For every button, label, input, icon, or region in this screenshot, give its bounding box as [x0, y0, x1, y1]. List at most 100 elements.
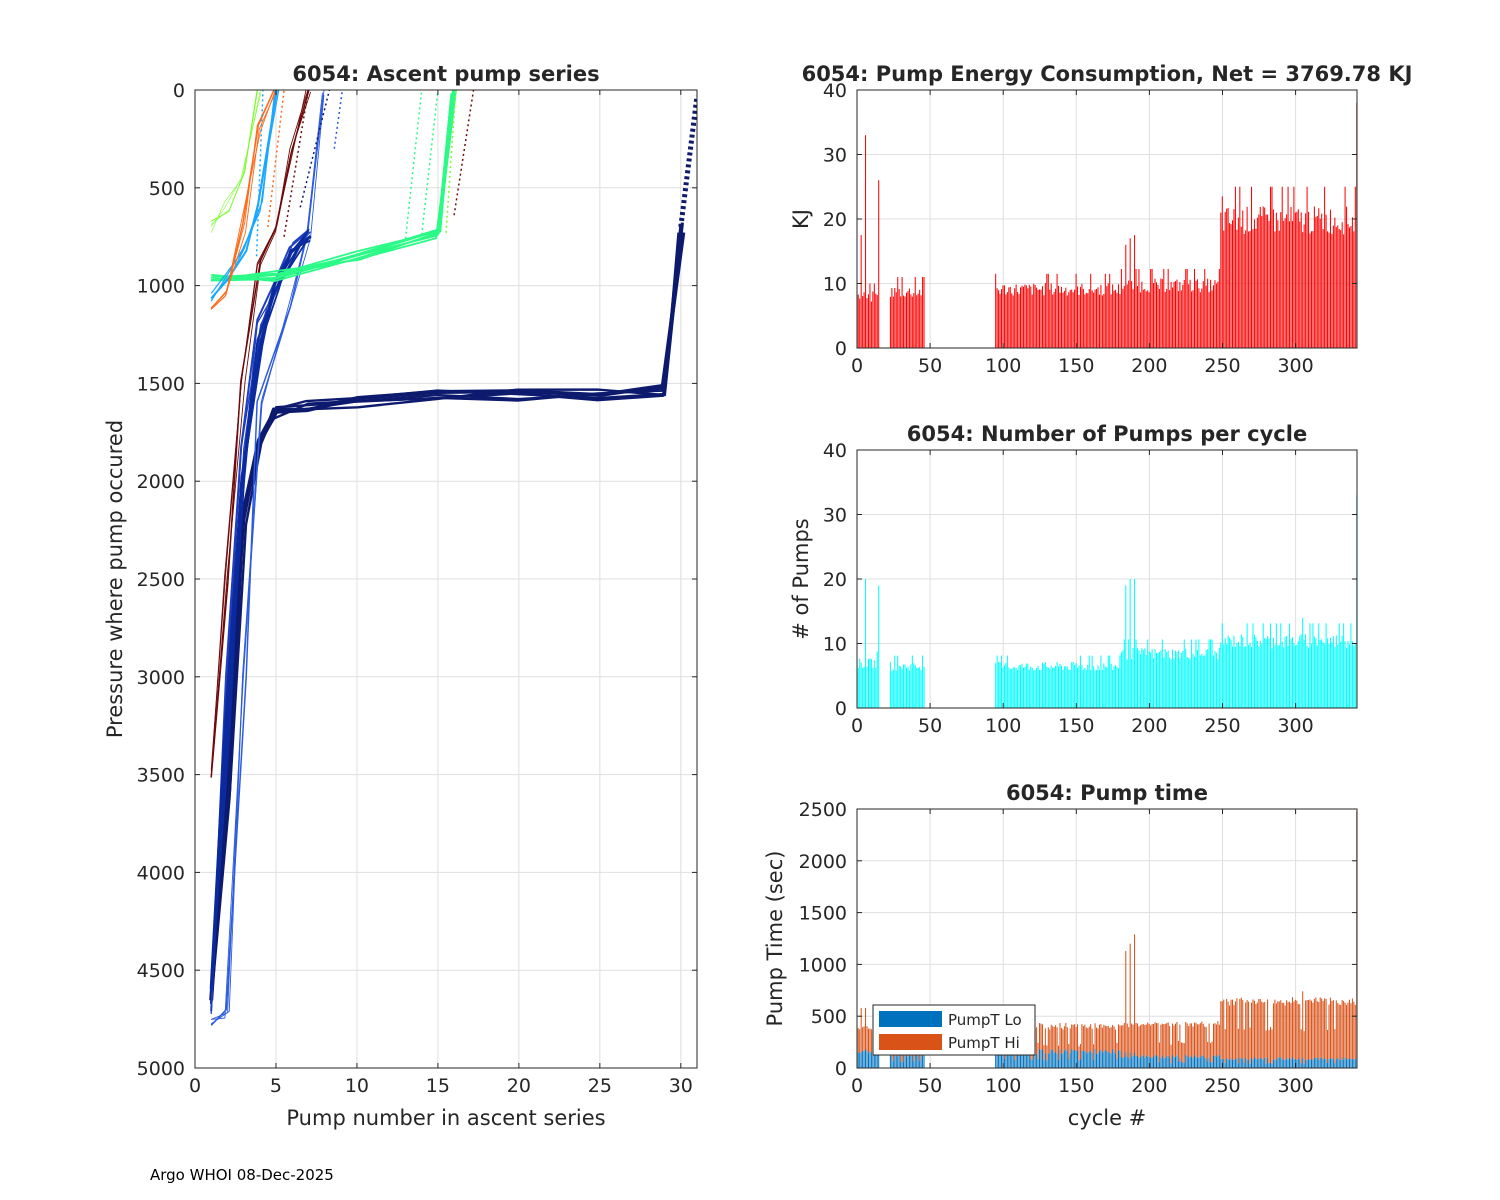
bar	[1166, 288, 1168, 348]
bar-hi	[1177, 1040, 1179, 1062]
bar-lo	[1109, 1052, 1111, 1068]
bar-lo	[1056, 1053, 1058, 1068]
bar	[1265, 214, 1267, 348]
bar-hi	[1059, 1022, 1061, 1050]
bar	[1005, 662, 1007, 708]
bar	[1056, 661, 1058, 708]
bar-hi	[1091, 1028, 1093, 1053]
bar	[1147, 639, 1149, 708]
tick-label-x: 0	[851, 1075, 863, 1097]
bar	[1192, 290, 1194, 348]
bar-lo	[1122, 1057, 1124, 1068]
series-line	[211, 90, 457, 282]
series-line	[210, 239, 311, 984]
bar-hi	[1284, 1005, 1286, 1060]
bar	[900, 666, 902, 708]
bar-hi	[1211, 1041, 1213, 1063]
bar-hi	[1180, 1042, 1182, 1062]
bar	[920, 295, 922, 348]
bar-hi	[1270, 1026, 1272, 1063]
bar-hi	[1331, 1001, 1333, 1059]
bar	[863, 666, 865, 708]
bar-hi	[1163, 1024, 1165, 1059]
bar	[1039, 289, 1041, 348]
bar-lo	[1199, 1057, 1201, 1068]
bar	[1201, 288, 1203, 348]
bar	[1215, 283, 1217, 348]
bar-hi	[1087, 1028, 1089, 1054]
tick-label-x: 100	[985, 355, 1021, 377]
bar-lo	[1129, 1052, 1131, 1068]
bar	[1325, 623, 1327, 708]
bar-hi	[1240, 997, 1242, 1059]
bar	[1335, 635, 1337, 708]
tick-label-x: 20	[507, 1075, 531, 1097]
bar-lo	[1033, 1050, 1035, 1068]
bar-lo	[1090, 1050, 1092, 1068]
bar-hi	[1205, 1027, 1207, 1059]
bar-hi	[1324, 998, 1326, 1059]
bar-hi	[1066, 1027, 1068, 1052]
chart-title: 6054: Ascent pump series	[292, 62, 599, 86]
bar	[1234, 186, 1236, 348]
bar-lo	[1192, 1058, 1194, 1068]
bar-hi	[1101, 1027, 1103, 1053]
bar	[1255, 637, 1257, 708]
bar-lo	[1005, 1050, 1007, 1068]
bar-hi	[1139, 1025, 1141, 1058]
bar	[1081, 665, 1083, 708]
bar	[1212, 285, 1215, 348]
bar	[1193, 656, 1196, 708]
bar	[1316, 215, 1318, 348]
bar	[1164, 649, 1166, 708]
bar	[1040, 289, 1042, 348]
bar-lo	[898, 1055, 900, 1068]
bar	[1046, 273, 1048, 348]
tick-label-x: 50	[918, 715, 942, 737]
bar-hi	[1107, 1026, 1109, 1053]
bar	[1256, 640, 1258, 708]
bar-lo	[1291, 1057, 1293, 1068]
bar	[1072, 292, 1074, 348]
bar	[1160, 278, 1162, 348]
axes-npumps: 0 50 100 150 200 250 300 0 10 20 30 40 6054: Number …	[789, 422, 1358, 737]
bar	[1088, 655, 1090, 708]
bar	[1116, 666, 1118, 708]
bar	[1240, 634, 1242, 708]
bar	[1002, 285, 1004, 348]
bar	[892, 669, 894, 708]
bar-lo	[1211, 1062, 1213, 1068]
bar	[1129, 579, 1131, 708]
bar-lo	[1223, 1058, 1225, 1068]
bar	[999, 293, 1001, 348]
bar	[1131, 281, 1133, 348]
bar	[1218, 268, 1220, 348]
bar	[1014, 667, 1016, 708]
bar	[1139, 653, 1141, 708]
bar	[1313, 206, 1315, 348]
bar-hi	[1353, 1001, 1355, 1059]
bar	[889, 662, 891, 708]
bar-lo	[1274, 1059, 1276, 1068]
bar	[1167, 268, 1169, 348]
bar	[1123, 285, 1125, 348]
bar	[1305, 634, 1307, 708]
bar	[1088, 289, 1090, 348]
bar	[1351, 640, 1353, 708]
bar	[1215, 652, 1217, 708]
bar	[1280, 212, 1282, 348]
bar	[1028, 284, 1030, 348]
bar	[1017, 291, 1019, 348]
bar-lo	[1025, 1050, 1027, 1068]
bar	[919, 667, 921, 708]
bar-lo	[1306, 1060, 1308, 1068]
bar-hi	[1230, 999, 1232, 1059]
bar-lo	[1002, 1050, 1004, 1068]
bar-lo	[1039, 1049, 1041, 1068]
bar-lo	[1234, 1059, 1236, 1068]
bar-lo	[1132, 1055, 1134, 1068]
bar	[862, 296, 864, 348]
bar	[1280, 623, 1282, 708]
bar-hi	[1191, 1023, 1193, 1057]
bar-lo	[1110, 1053, 1112, 1068]
